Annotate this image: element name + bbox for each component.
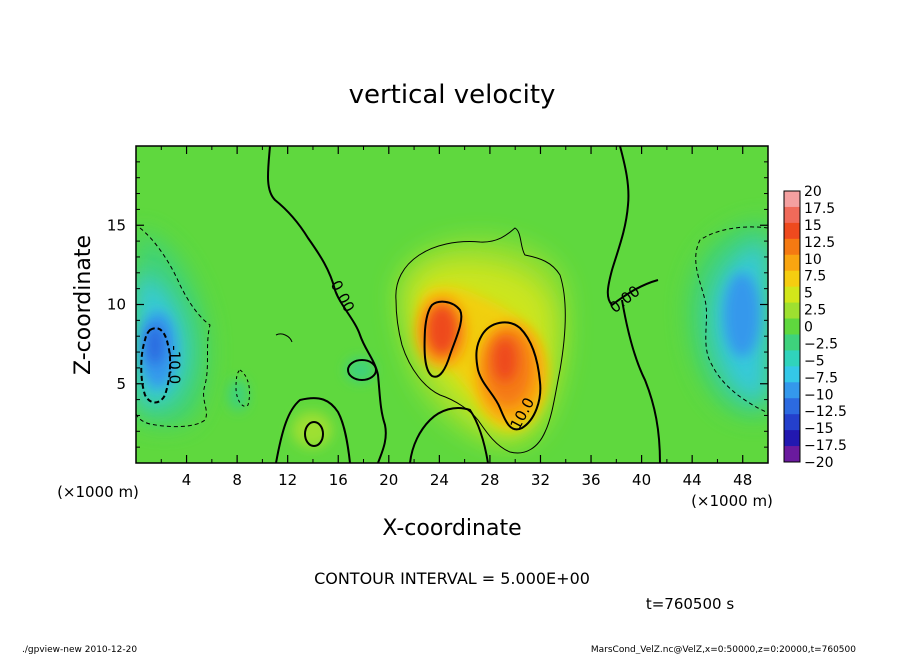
colorbar-label: 12.5	[804, 235, 835, 251]
field-shading	[136, 220, 768, 448]
colorbar-swatch	[784, 446, 800, 463]
colorbar-label: −5	[804, 353, 825, 369]
weak-blob-2	[346, 358, 374, 382]
contour-zero-lower-left	[275, 397, 351, 463]
colorbar-label: −20	[804, 455, 834, 471]
time-text: t=760500 s	[646, 595, 734, 613]
colorbar-swatch	[784, 222, 800, 240]
y-axis: 5 10 15	[107, 161, 768, 448]
contour-minus5-right	[695, 226, 768, 414]
negative-right-core	[724, 273, 760, 357]
footer-right: MarsCond_VelZ.nc@VelZ,x=0:50000,z=0:2000…	[591, 645, 856, 654]
contour-zero-small	[347, 359, 377, 381]
colorbar-frame	[783, 190, 801, 463]
y-axis-label: Z-coordinate	[71, 235, 96, 375]
colorbar-label: 7.5	[804, 269, 826, 285]
x-tick-label: 24	[430, 471, 449, 489]
contour-zero-loop	[304, 421, 324, 447]
contour-label: -10.0	[165, 345, 183, 384]
y-tick-label: 10	[107, 296, 126, 314]
x-tick-label: 36	[581, 471, 600, 489]
y-tick-label: 5	[116, 375, 126, 393]
contour-interval-text: CONTOUR INTERVAL = 5.000E+00	[314, 569, 590, 588]
x-tick-label: 28	[480, 471, 499, 489]
colorbar-swatch	[784, 366, 800, 383]
colorbar-label: 10	[804, 252, 822, 268]
y-tick-label: 15	[107, 216, 126, 234]
colorbar-swatch	[784, 302, 800, 320]
colorbar-swatch	[784, 191, 800, 208]
colorbar-label: 2.5	[804, 303, 826, 319]
contour-zero-right	[606, 146, 659, 307]
weak-blob-1	[292, 412, 332, 448]
x-tick-label: 48	[733, 471, 752, 489]
colorbar-swatch	[784, 382, 800, 399]
colorbar-swatch	[784, 334, 800, 351]
colorbar-swatch	[784, 414, 800, 431]
colorbar-label: 5	[804, 286, 813, 302]
x-tick-label: 32	[531, 471, 550, 489]
colorbar-label: 17.5	[804, 201, 835, 217]
contour-minus5-left	[136, 227, 211, 428]
contour-plus10-right	[475, 321, 542, 431]
contour-zero-left	[267, 146, 387, 463]
x-axis: 4 8 12 16 20 24 28 32 36 40 44 48	[160, 146, 752, 489]
chart-title: vertical velocity	[349, 80, 556, 110]
contour-minus10-left	[140, 327, 172, 404]
negative-left-peak	[146, 325, 164, 365]
colorbar-label: 20	[804, 184, 822, 200]
colorbar-swatch	[784, 238, 800, 256]
colorbar-swatch	[784, 350, 800, 367]
colorbar-label: −15	[804, 421, 834, 437]
weak-blob-3	[228, 379, 248, 411]
colorbar-label: 0	[804, 320, 813, 336]
colorbar-label: −2.5	[804, 336, 838, 352]
contour-plus10-left	[423, 300, 463, 378]
contour-lines	[136, 146, 768, 463]
colorbar-label: −12.5	[804, 404, 847, 420]
colorbar-swatch	[784, 318, 800, 335]
contour-plus5	[395, 227, 566, 454]
x-tick-label: 40	[632, 471, 651, 489]
x-tick-label: 4	[182, 471, 192, 489]
footer-left: ./gpview-new 2010-12-20	[22, 645, 137, 654]
x-axis-label: X-coordinate	[382, 516, 521, 541]
contour-zero-bottom	[621, 299, 661, 463]
x-tick-label: 44	[683, 471, 702, 489]
colorbar-swatch	[784, 206, 800, 224]
colorbar-swatch	[784, 270, 800, 288]
core-right-peak	[493, 338, 517, 382]
x-tick-label: 8	[232, 471, 242, 489]
colorbar-label: −17.5	[804, 438, 847, 454]
x-tick-label: 20	[379, 471, 398, 489]
colorbar-swatch	[784, 254, 800, 272]
colorbar-label: 15	[804, 218, 822, 234]
contour-minus-small-2	[275, 333, 293, 343]
colorbar-swatch	[784, 286, 800, 304]
x-unit-label-right: (×1000 m)	[691, 492, 773, 510]
x-tick-label: 12	[278, 471, 297, 489]
colorbar-label: −7.5	[804, 370, 838, 386]
x-tick-label: 16	[329, 471, 348, 489]
core-left	[426, 304, 458, 356]
colorbar: 2017.51512.5107.552.50−2.5−5−7.5−10−12.5…	[783, 184, 847, 471]
colorbar-swatch	[784, 430, 800, 447]
colorbar-swatch	[784, 398, 800, 415]
colorbar-label: −10	[804, 387, 834, 403]
contour-zero-center	[409, 407, 489, 463]
x-unit-label-left: (×1000 m)	[57, 483, 139, 501]
